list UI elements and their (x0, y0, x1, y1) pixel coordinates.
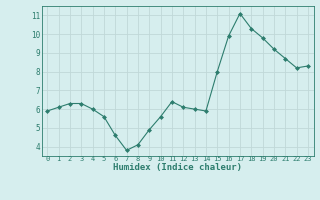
X-axis label: Humidex (Indice chaleur): Humidex (Indice chaleur) (113, 163, 242, 172)
